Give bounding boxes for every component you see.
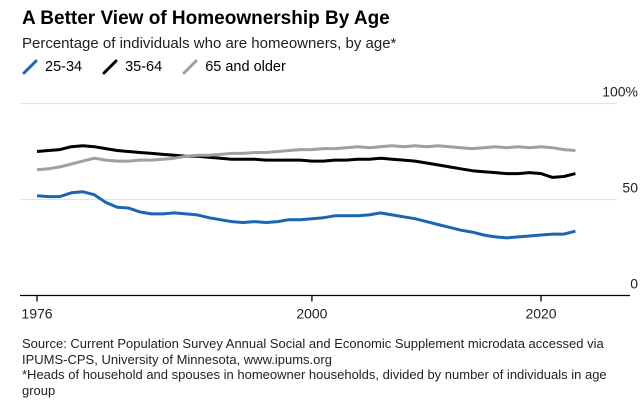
legend-label: 35-64 <box>125 59 163 75</box>
line-chart: 1976 2000 2020 100% 50 0 <box>20 84 638 322</box>
source-text: Source: Current Population Survey Annual… <box>22 336 604 367</box>
x-axis-tick-label: 1976 <box>21 306 52 322</box>
series-line-65-and-older <box>36 144 576 172</box>
y-axis-tick-label: 100% <box>602 84 638 100</box>
y-axis-labels-layer: 100% 50 0 <box>602 84 638 292</box>
x-axis-tick-label: 2020 <box>525 306 556 322</box>
series-line-25-34 <box>36 190 576 240</box>
line-swatch-icon <box>22 59 38 75</box>
chart-title: A Better View of Homeownership By Age <box>22 8 390 29</box>
x-axis-layer: 1976 2000 2020 <box>20 294 630 322</box>
y-axis-tick-label: 0 <box>630 276 638 292</box>
series-lines-layer <box>36 144 576 240</box>
line-swatch-icon <box>102 59 118 75</box>
legend-item-35-64: 35-64 <box>102 59 162 75</box>
footnote-text: *Heads of household and spouses in homeo… <box>22 367 607 398</box>
x-axis-tick-label: 2000 <box>296 306 327 322</box>
y-axis-tick-label: 50 <box>622 180 638 196</box>
legend-item-65-and-older: 65 and older <box>182 59 286 75</box>
legend-item-25-34: 25-34 <box>22 59 82 75</box>
gridlines-layer <box>20 102 617 201</box>
legend-label: 25-34 <box>45 59 83 75</box>
series-line-35-64 <box>36 144 576 179</box>
line-swatch-icon <box>182 59 198 75</box>
footer-notes: Source: Current Population Survey Annual… <box>22 336 626 398</box>
chart-legend: 25-34 35-64 65 and older <box>22 59 286 75</box>
legend-label: 65 and older <box>205 59 286 75</box>
chart-subtitle: Percentage of individuals who are homeow… <box>22 35 397 52</box>
